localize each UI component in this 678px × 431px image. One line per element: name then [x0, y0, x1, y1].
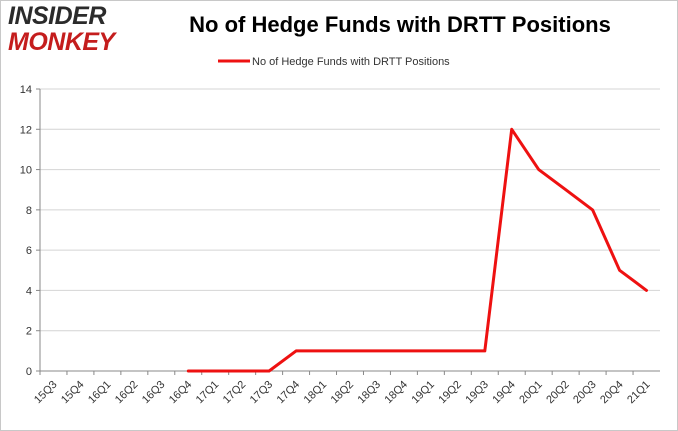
axes: [39, 89, 660, 372]
x-tick-label: 15Q3: [32, 379, 60, 407]
x-tick-label: 20Q1: [517, 379, 545, 407]
series-layer: [186, 127, 648, 373]
x-tick-label: 19Q4: [490, 379, 518, 407]
y-tick-label: 4: [26, 285, 32, 297]
insider-monkey-logo: INSIDER MONKEY: [8, 4, 126, 58]
x-tick-label: 16Q4: [167, 379, 195, 407]
x-tick-label: 18Q1: [302, 379, 330, 407]
x-tick-label: 17Q4: [275, 379, 303, 407]
y-tick-label: 10: [20, 165, 32, 177]
gridlines: [40, 88, 660, 332]
x-tick-label: 17Q3: [248, 379, 276, 407]
x-tick-label: 20Q3: [571, 379, 599, 407]
y-tick-label: 6: [26, 245, 32, 257]
y-tick-label: 14: [20, 84, 32, 96]
x-tick-label: 17Q1: [194, 379, 222, 407]
x-tick-label: 18Q4: [383, 379, 411, 407]
logo-line-2: MONKEY: [8, 28, 115, 56]
x-tick-label: 18Q2: [329, 379, 357, 407]
x-tick-label: 16Q1: [86, 379, 114, 407]
y-axis-ticks: 0 2 4 6 8 10 12 14: [20, 84, 40, 378]
x-tick-label: 18Q3: [356, 379, 384, 407]
y-tick-label: 2: [26, 326, 32, 338]
x-tick-label: 20Q2: [544, 379, 572, 407]
y-tick-label: 12: [20, 124, 32, 136]
y-tick-label: 0: [26, 366, 32, 378]
x-axis-ticks: 15Q3 15Q4 16Q1 16Q2 16Q3 16Q4 17Q1 17Q2 17Q3 17Q4…: [32, 371, 653, 406]
x-tick-label: 19Q3: [463, 379, 491, 407]
x-tick-label: 16Q2: [113, 379, 141, 407]
legend: No of Hedge Funds with DRTT Positions: [218, 56, 450, 68]
y-tick-label: 8: [26, 205, 32, 217]
chart-title: No of Hedge Funds with DRTT Positions: [189, 12, 611, 37]
logo-line-1: INSIDER: [8, 2, 106, 30]
x-tick-label: 15Q4: [59, 379, 87, 407]
x-tick-label: 19Q1: [409, 379, 437, 407]
x-tick-label: 17Q2: [221, 379, 249, 407]
legend-label: No of Hedge Funds with DRTT Positions: [252, 56, 450, 68]
x-tick-label: 20Q4: [598, 379, 626, 407]
x-tick-label: 16Q3: [140, 379, 168, 407]
x-tick-label: 19Q2: [436, 379, 464, 407]
x-tick-label: 21Q1: [625, 379, 653, 407]
series-line: [186, 127, 648, 373]
